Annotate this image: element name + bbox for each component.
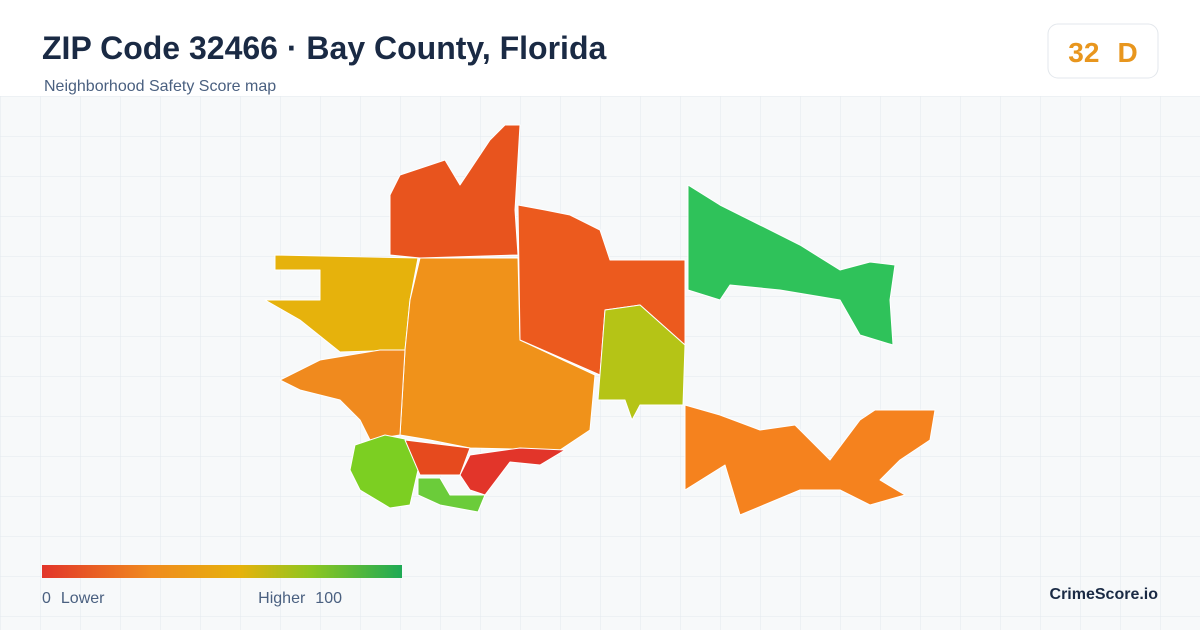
region [684, 404, 936, 516]
header-band [0, 0, 1200, 96]
legend-min-value: 0 [42, 590, 51, 607]
title: ZIP Code 32466 · Bay County, Florida [42, 30, 606, 66]
region [417, 477, 486, 513]
brand: CrimeScore.io [1050, 586, 1159, 603]
map [264, 124, 936, 516]
legend-max-label: Higher [258, 590, 306, 607]
region [687, 184, 896, 346]
score-box [1047, 23, 1159, 79]
legend-min: 0 Lower [42, 590, 105, 607]
subtitle: Neighborhood Safety Score map [44, 78, 276, 95]
region [459, 447, 566, 496]
region [517, 204, 686, 376]
legend-max-value: 100 [315, 590, 342, 607]
legend-max: Higher 100 [258, 590, 342, 607]
legend-min-label: Lower [61, 590, 105, 607]
region [349, 434, 419, 509]
score-grade: D [1117, 37, 1137, 68]
region [597, 304, 686, 421]
legend-bar [42, 565, 402, 578]
score-value: 32 [1068, 37, 1099, 68]
score-badge: 32 D [1068, 37, 1137, 68]
region [264, 254, 419, 353]
